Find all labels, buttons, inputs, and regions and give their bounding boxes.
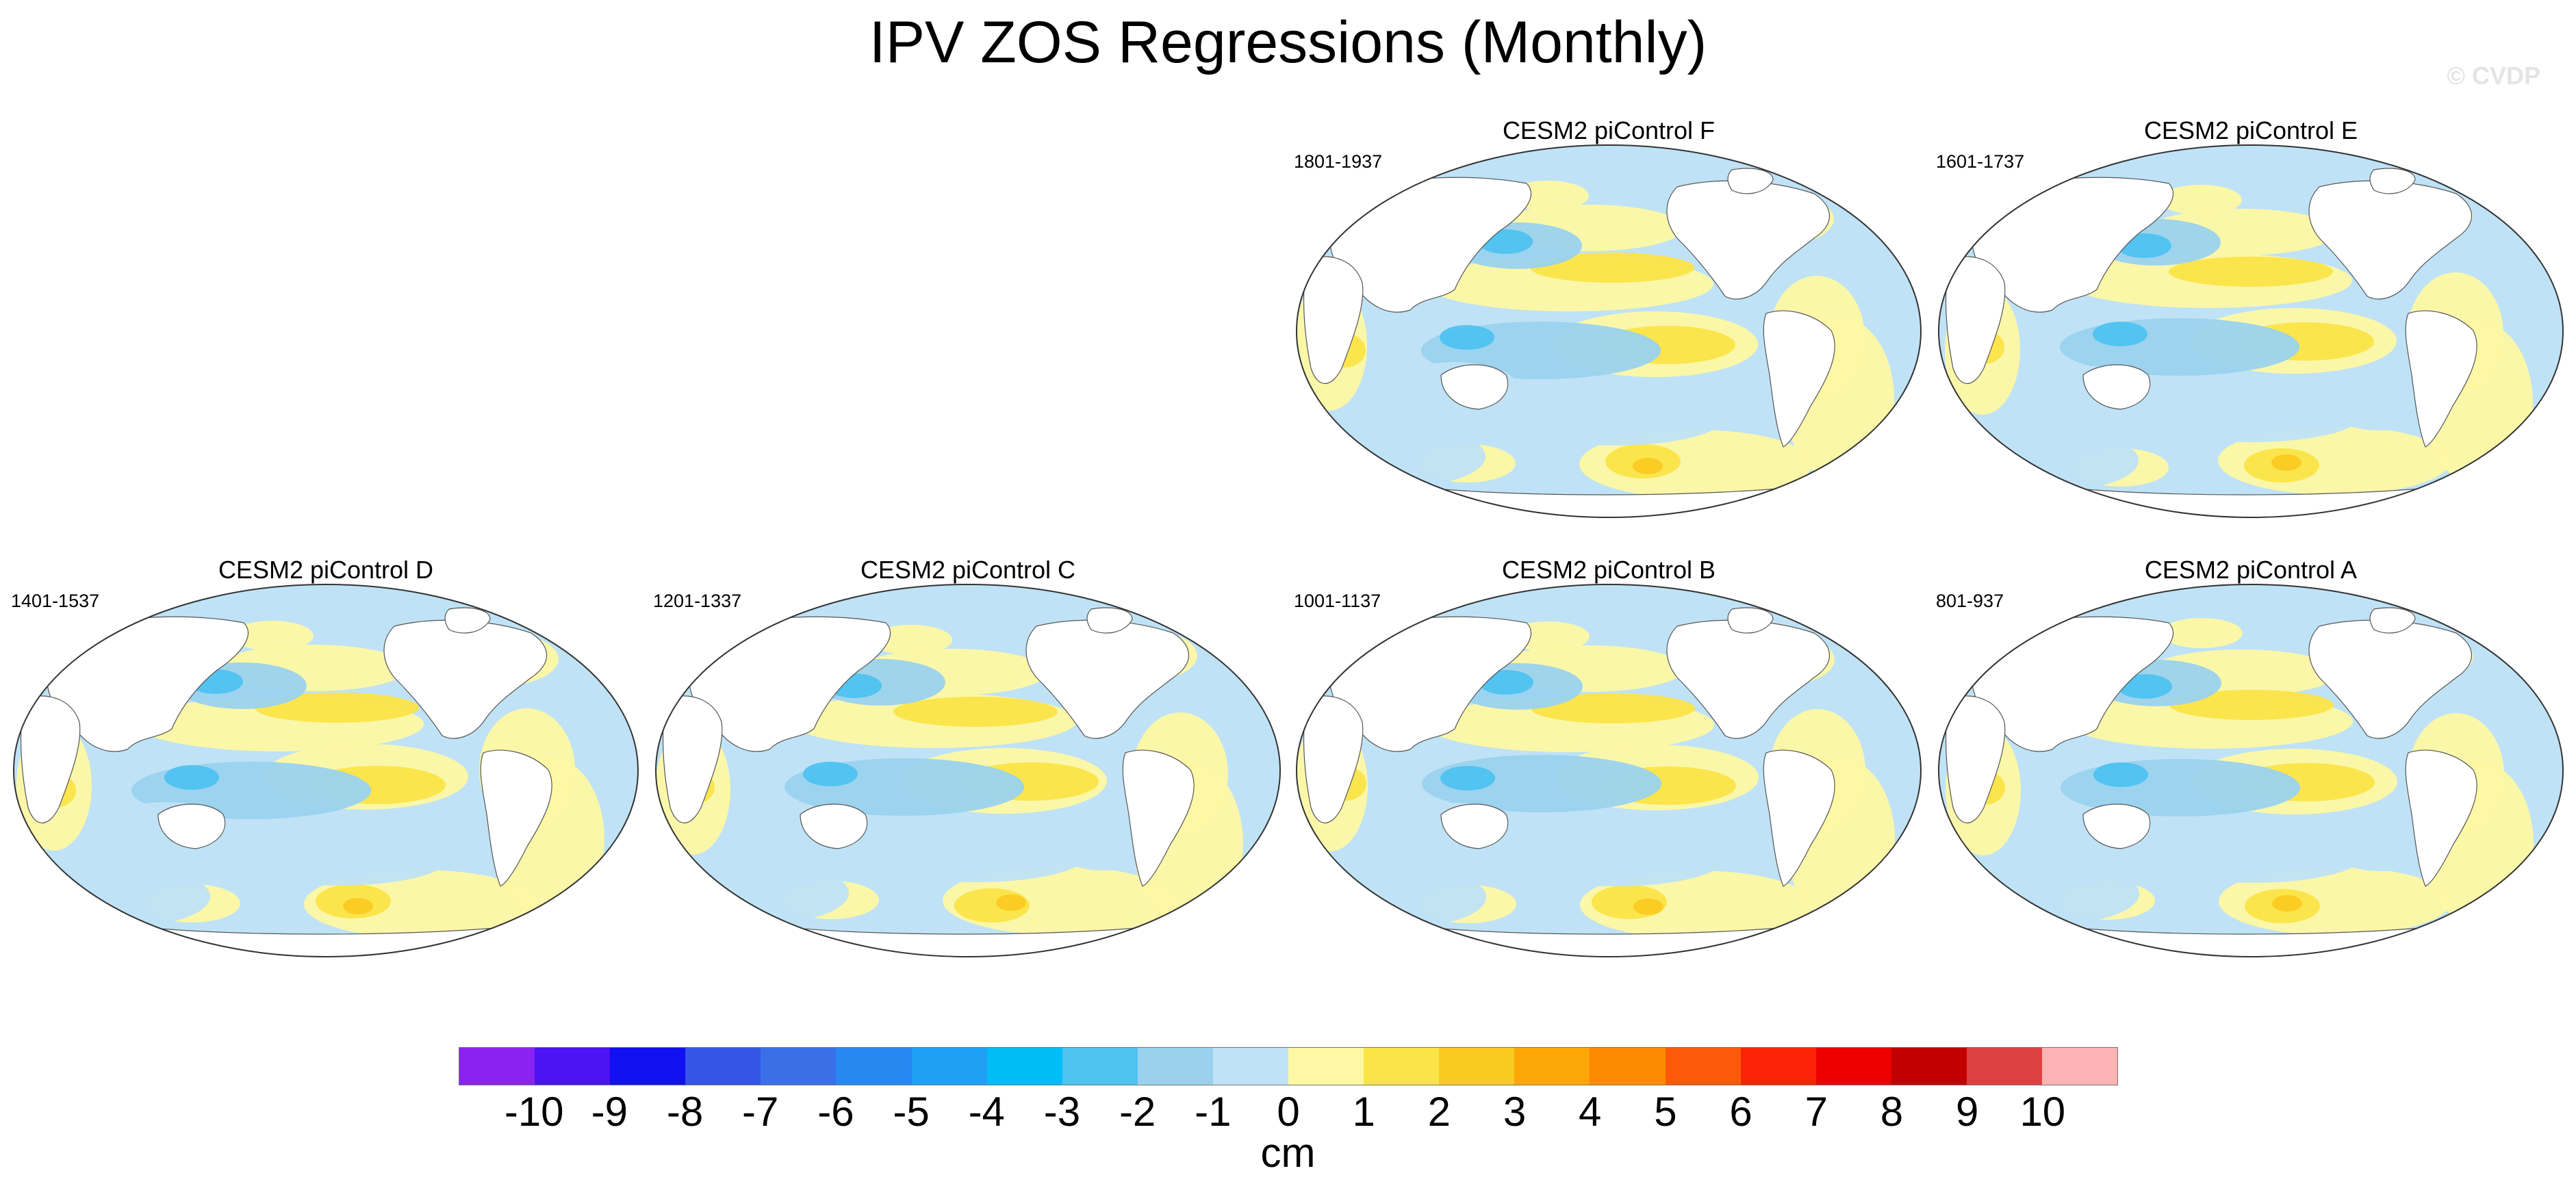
map-plot — [13, 584, 639, 957]
colorbar-swatch — [1740, 1048, 1816, 1085]
colorbar-swatch — [535, 1048, 611, 1085]
colorbar-swatch — [1212, 1048, 1289, 1085]
panel-title: CESM2 piControl F — [1502, 116, 1716, 144]
colorbar-tick-label: -10 — [504, 1089, 564, 1135]
colorbar-swatch — [836, 1048, 912, 1085]
colorbar-swatch — [2041, 1048, 2118, 1085]
panel-title: CESM2 piControl C — [860, 556, 1076, 584]
colorbar-tick-label: -2 — [1119, 1089, 1156, 1135]
panel-years: 1001-1137 — [1294, 591, 1381, 611]
panel-title: CESM2 piControl E — [2143, 116, 2358, 144]
colorbar-swatch — [761, 1048, 837, 1085]
colorbar-units: cm — [1260, 1130, 1316, 1176]
map-plot — [1296, 144, 1922, 518]
colorbar-tick-label: 5 — [1654, 1089, 1677, 1135]
colorbar-swatch — [1364, 1048, 1440, 1085]
panel-title: CESM2 piControl A — [2144, 556, 2358, 584]
map-panel-f: CESM2 piControl F 1801-1937 — [1294, 116, 1924, 520]
map-plot — [655, 584, 1281, 957]
colorbar-swatch — [1815, 1048, 1891, 1085]
colorbar-swatch — [1137, 1048, 1213, 1085]
panel-years: 1601-1737 — [1936, 151, 2025, 172]
colorbar-tick-label: 9 — [1955, 1089, 1979, 1135]
map-panel-c: CESM2 piControl C 1201-1337 — [653, 556, 1283, 959]
colorbar-tick-label: 2 — [1427, 1089, 1451, 1135]
panel-title: CESM2 piControl B — [1501, 556, 1716, 584]
colorbar-swatch — [459, 1048, 535, 1085]
panel-years: 1401-1537 — [11, 591, 100, 611]
colorbar-swatch — [1062, 1048, 1138, 1085]
colorbar — [459, 1047, 2118, 1085]
colorbar-tick-label: 6 — [1729, 1089, 1752, 1135]
map-plot — [1296, 584, 1922, 957]
colorbar-tick-label: -4 — [968, 1089, 1005, 1135]
colorbar-swatch — [1514, 1048, 1590, 1085]
colorbar-swatch — [911, 1048, 987, 1085]
colorbar-swatch — [610, 1048, 686, 1085]
map-panel-a: CESM2 piControl A 801-937 — [1936, 556, 2566, 959]
colorbar-tick-label: 10 — [2019, 1089, 2066, 1135]
colorbar-tick-label: -1 — [1195, 1089, 1232, 1135]
panel-title: CESM2 piControl D — [218, 556, 434, 584]
watermark: © CVDP — [2447, 62, 2540, 90]
colorbar-tick-label: 1 — [1352, 1089, 1375, 1135]
colorbar-tick-label: -3 — [1043, 1089, 1081, 1135]
colorbar-tick-label: -9 — [591, 1089, 628, 1135]
colorbar-swatch — [1288, 1048, 1364, 1085]
map-panel-d: CESM2 piControl D 1401-1537 — [11, 556, 641, 959]
colorbar-tick-label: -6 — [817, 1089, 854, 1135]
map-panel-e: CESM2 piControl E 1601-1737 — [1936, 116, 2566, 520]
colorbar-tick-label: 8 — [1880, 1089, 1904, 1135]
colorbar-swatch — [1891, 1048, 1967, 1085]
colorbar-tick-label: -8 — [666, 1089, 704, 1135]
colorbar-swatch — [1665, 1048, 1741, 1085]
colorbar-tick-label: 7 — [1805, 1089, 1828, 1135]
colorbar-tick-label: -5 — [893, 1089, 930, 1135]
map-plot — [1938, 584, 2564, 957]
map-plot — [1938, 144, 2564, 518]
colorbar-swatch — [1966, 1048, 2042, 1085]
colorbar-swatch — [685, 1048, 761, 1085]
panel-years: 801-937 — [1936, 591, 2004, 611]
colorbar-tick-label: 0 — [1277, 1089, 1300, 1135]
colorbar-tick-label: -7 — [742, 1089, 779, 1135]
colorbar-labels: -10 -9 -8 -7 -6 -5 -4 -3 -2 -1 0 1 2 3 4 5 6 7 8 9 10 — [0, 1088, 2576, 1136]
colorbar-swatch — [986, 1048, 1062, 1085]
colorbar-swatch — [1590, 1048, 1666, 1085]
colorbar-tick-label: 4 — [1579, 1089, 1602, 1135]
colorbar-tick-label: 3 — [1503, 1089, 1527, 1135]
panel-years: 1801-1937 — [1294, 151, 1383, 172]
figure-title: IPV ZOS Regressions (Monthly) — [869, 10, 1707, 75]
map-panel-b: CESM2 piControl B 1001-1137 — [1294, 556, 1924, 959]
panel-years: 1201-1337 — [653, 591, 742, 611]
colorbar-swatch — [1439, 1048, 1515, 1085]
